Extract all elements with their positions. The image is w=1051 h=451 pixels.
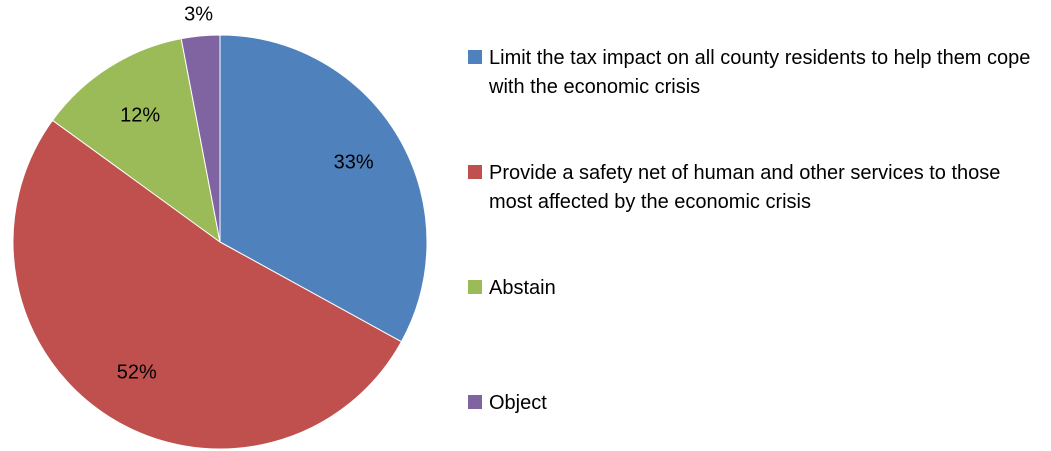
legend-swatch xyxy=(468,165,482,179)
data-label-safety-net: 52% xyxy=(117,361,157,383)
data-label-limit-tax: 33% xyxy=(334,151,374,173)
legend-item-safety-net: Provide a safety net of human and other … xyxy=(468,159,1044,217)
legend-label: Provide a safety net of human and other … xyxy=(489,162,1001,213)
data-label-abstain: 12% xyxy=(120,104,160,126)
legend-swatch xyxy=(468,50,482,64)
legend-item-abstain: Abstain xyxy=(468,274,1044,303)
pie-slice-object xyxy=(180,34,221,243)
pie-slice-limit-tax xyxy=(219,34,428,343)
legend-label: Object xyxy=(489,392,547,414)
legend-label: Limit the tax impact on all county resid… xyxy=(489,47,1031,98)
pie-chart: 33% 52% 12% 3% xyxy=(12,4,428,450)
pie-slice-safety-net xyxy=(12,119,403,450)
pie-slice-abstain xyxy=(51,38,221,244)
data-label-object: 3% xyxy=(184,4,213,26)
legend-item-limit-tax: Limit the tax impact on all county resid… xyxy=(468,44,1044,102)
legend-item-object: Object xyxy=(468,389,1044,418)
legend-label: Abstain xyxy=(489,277,556,299)
legend-swatch xyxy=(468,395,482,409)
legend-swatch xyxy=(468,280,482,294)
